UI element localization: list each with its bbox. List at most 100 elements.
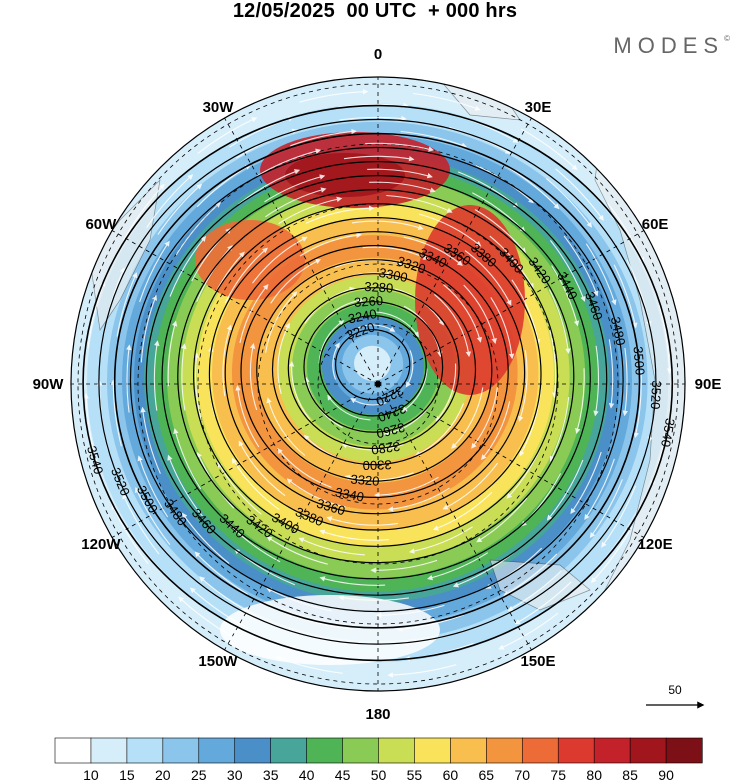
- copyright-mark: ©: [724, 33, 730, 43]
- streamline: [332, 342, 340, 380]
- streamline: [167, 320, 178, 387]
- colorbar-swatch: [557, 737, 595, 764]
- streamline: [135, 486, 171, 546]
- streamline: [370, 559, 438, 574]
- streamline: [419, 213, 482, 247]
- streamline: [217, 461, 262, 515]
- streamline: [299, 89, 369, 103]
- brand-name: MODES: [613, 33, 725, 58]
- streamline: [288, 361, 311, 421]
- longitude-label: 90W: [33, 376, 65, 393]
- streamline: [305, 205, 375, 224]
- meridian: [224, 383, 379, 651]
- streamline: [278, 196, 343, 225]
- contour-line: [113, 132, 641, 629]
- wind-streamlines: [83, 89, 673, 678]
- map-title: 12/05/2025 00 UTC + 000 hrs: [232, 0, 518, 22]
- streamline: [358, 324, 396, 332]
- contour-line: [335, 329, 411, 401]
- colorbar-tick-label: 85: [622, 767, 638, 782]
- parallel: [77, 83, 679, 685]
- streamline: [189, 587, 248, 629]
- colorbar-tick-label: 70: [515, 767, 531, 782]
- streamline: [369, 181, 436, 193]
- streamline: [274, 656, 343, 674]
- streamline: [563, 235, 599, 297]
- streamline: [551, 265, 580, 327]
- streamline: [265, 291, 298, 353]
- streamline: [319, 576, 386, 586]
- streamline: [362, 246, 429, 260]
- contour-label: 3500: [630, 346, 647, 376]
- streamline: [585, 243, 617, 306]
- longitude-label: 120E: [638, 536, 673, 553]
- streamline: [299, 232, 362, 257]
- parallel: [317, 323, 439, 445]
- streamline: [514, 581, 572, 625]
- colorbar-tick-label: 45: [335, 767, 351, 782]
- streamline: [481, 401, 511, 461]
- streamline: [224, 247, 268, 304]
- streamline: [435, 363, 457, 422]
- streamline: [286, 612, 354, 630]
- contour-line: [177, 189, 575, 564]
- streamline: [181, 512, 230, 564]
- streamline: [613, 264, 638, 329]
- streamline: [476, 497, 528, 543]
- streamline: [140, 406, 161, 474]
- streamline: [375, 604, 445, 619]
- contour-line: [193, 203, 558, 547]
- longitude-label: 150W: [198, 653, 238, 670]
- streamline: [266, 397, 306, 456]
- longitude-label: 150E: [520, 653, 555, 670]
- streamline: [549, 397, 570, 462]
- streamline: [238, 440, 286, 497]
- streamline: [555, 168, 604, 221]
- contour-line: [240, 245, 509, 499]
- streamline: [546, 459, 584, 521]
- streamline: [146, 174, 194, 228]
- colorbar-swatch: [486, 737, 523, 764]
- colorbar-tick-label: 60: [443, 767, 459, 782]
- streamline: [548, 289, 571, 354]
- height-contours: 3220322032403240326032603280328033003300…: [82, 104, 678, 662]
- streamline: [367, 168, 433, 179]
- contour-label: 3280: [364, 279, 394, 296]
- streamline: [412, 92, 481, 111]
- streamline: [222, 324, 232, 397]
- contour-label: 3540: [658, 417, 678, 448]
- contour-label: 3280: [370, 439, 401, 458]
- colorbar-tick-label: 15: [119, 767, 135, 782]
- longitude-label: 30W: [203, 99, 235, 116]
- streamline: [173, 428, 202, 490]
- streamline: [236, 128, 298, 159]
- shade-weak: [220, 595, 440, 665]
- map-border: [70, 76, 686, 692]
- colorbar-tick-label: 75: [550, 767, 566, 782]
- streamline: [443, 284, 483, 343]
- colorbar-swatch: [126, 737, 164, 764]
- colorbar-tick-label: 90: [658, 767, 674, 782]
- contour-line: [82, 104, 674, 662]
- streamline: [270, 259, 322, 304]
- streamline: [405, 350, 414, 388]
- longitude-labels: 0 30E 60E 90E 120E 150E 180 150W 120W 90W 60W 30W: [33, 46, 722, 723]
- meridian: [377, 230, 645, 385]
- contour-label: 3260: [375, 420, 407, 442]
- streamline: [351, 220, 424, 231]
- contour-line: [224, 231, 526, 515]
- streamline: [432, 491, 493, 531]
- contour-line: [287, 287, 460, 450]
- streamline: [194, 551, 248, 595]
- contour-label: 3480: [608, 315, 629, 346]
- streamline: [139, 240, 170, 303]
- streamline: [374, 476, 439, 498]
- streamline: [326, 516, 399, 526]
- streamline: [584, 458, 615, 521]
- contour-label: 3520: [648, 380, 664, 410]
- streamline: [575, 368, 585, 434]
- streamline: [126, 344, 132, 413]
- streamline: [414, 403, 465, 457]
- streamline: [197, 117, 258, 155]
- streamline: [442, 462, 499, 510]
